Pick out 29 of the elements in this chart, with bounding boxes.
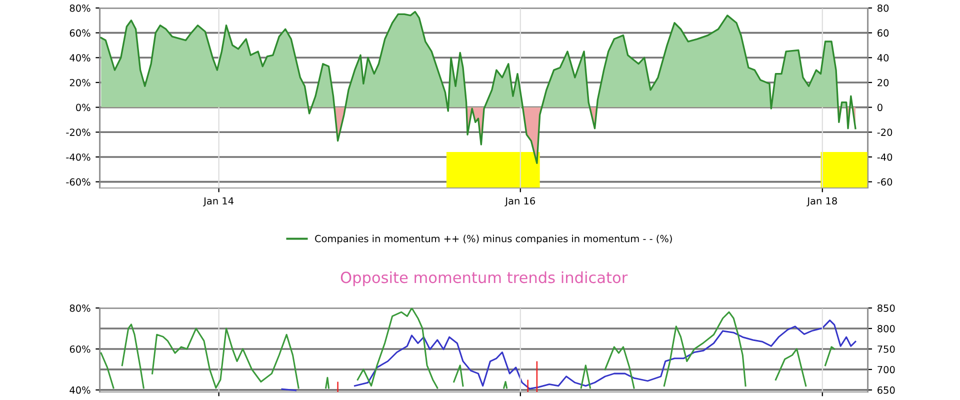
x-tick-label: Jan 16 (504, 197, 536, 206)
y-tick-label: -60% (66, 178, 90, 186)
y2-tick-label: 60 (878, 29, 889, 37)
y2-tick-label: 800 (878, 324, 895, 332)
y2-tick-label: 80 (878, 4, 889, 12)
y2-tick-label: 20 (878, 78, 889, 86)
y-tick-label: 40% (70, 386, 90, 394)
y2-tick-label: -20 (877, 128, 892, 136)
y-tick-label: 60% (70, 29, 90, 37)
y2-tick-label: -40 (877, 153, 892, 161)
y-tick-label: 80% (70, 304, 90, 312)
y2-tick-label: 750 (878, 345, 895, 353)
y2-tick-label: 0 (878, 104, 882, 112)
y-tick-label: 60% (70, 345, 90, 353)
legend-label: Companies in momentum ++ (%) minus companies in momentum - - (%) (315, 234, 672, 244)
y2-tick-label: 40 (877, 54, 889, 62)
y-tick-label: -20% (66, 128, 90, 136)
y2-tick-label: 650 (878, 386, 895, 394)
y-tick-label: 40% (70, 54, 90, 62)
y-tick-label: 80% (70, 4, 90, 12)
y2-tick-label: -60 (877, 178, 892, 186)
y-tick-label: -40% (66, 153, 90, 161)
chart-title: Opposite momentum trends indicator (340, 271, 628, 286)
y-tick-label: 0% (76, 104, 90, 112)
y2-tick-label: 700 (878, 366, 895, 374)
x-tick-label: Jan 14 (203, 197, 234, 206)
y2-tick-label: 850 (878, 304, 895, 312)
y-tick-label: 20% (70, 78, 90, 86)
x-tick-label: Jan 18 (806, 197, 837, 206)
